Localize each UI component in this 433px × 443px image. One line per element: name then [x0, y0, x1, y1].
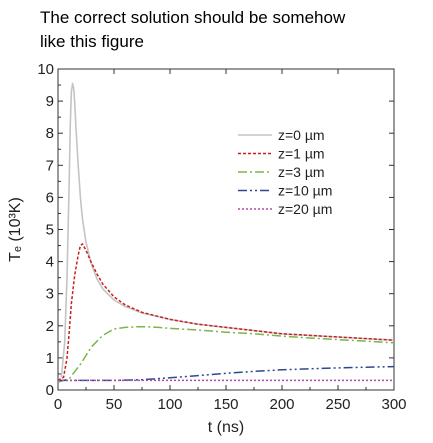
y-tick-label: 1	[46, 350, 54, 367]
legend-label-3: z=3 µm	[278, 164, 325, 180]
chart-axes: 0 50 100 150 200 250 300 0 1 2 3 4 5 6 7 8 9 10	[37, 61, 406, 413]
y-tick-label: 9	[46, 93, 54, 110]
legend-label-2: z=1 µm	[278, 146, 325, 162]
x-tick-label: 300	[381, 396, 406, 413]
caption-line-2: like this figure	[40, 32, 144, 51]
y-axis-label: Tₑ (10³K)	[7, 197, 24, 262]
y-tick-label: 4	[46, 254, 54, 271]
figure-caption: The correct solution should be somehow l…	[40, 6, 430, 54]
series-line-4	[58, 365, 395, 382]
y-tick-label: 10	[37, 61, 54, 78]
y-tick-label: 2	[46, 318, 54, 335]
x-axis-label: t (ns)	[208, 419, 244, 436]
caption-line-1: The correct solution should be somehow	[40, 8, 346, 27]
y-tick-label: 7	[46, 157, 54, 174]
y-tick-label: 3	[46, 286, 54, 303]
x-tick-label: 50	[106, 396, 123, 413]
y-tick-label: 5	[46, 222, 54, 239]
chart-legend: z=0 µm z=1 µm z=3 µm z=10 µm z=20 µm	[238, 127, 332, 217]
series-line-1	[60, 82, 395, 378]
legend-label-1: z=0 µm	[278, 127, 325, 143]
series-line-2	[57, 243, 395, 382]
x-tick-label: 200	[269, 396, 294, 413]
x-tick-label: 150	[213, 396, 238, 413]
y-tick-label: 8	[46, 125, 54, 142]
y-tick-label: 0	[46, 382, 54, 399]
plot-frame	[57, 68, 395, 391]
y-tick-label: 6	[46, 189, 54, 206]
x-tick-label: 0	[54, 396, 62, 413]
x-tick-label: 100	[157, 396, 182, 413]
chart-series	[57, 82, 395, 383]
x-tick-label: 250	[325, 396, 350, 413]
series-line-3	[57, 326, 395, 383]
legend-label-5: z=20 µm	[278, 201, 332, 217]
legend-label-4: z=10 µm	[278, 183, 332, 199]
